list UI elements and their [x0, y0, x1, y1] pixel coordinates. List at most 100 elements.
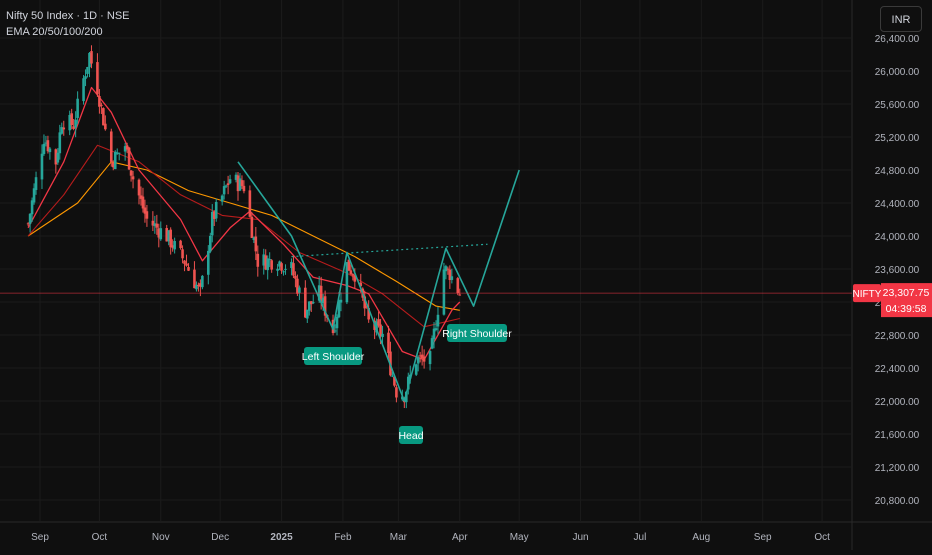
candle	[62, 120, 66, 136]
candle-body	[187, 267, 190, 271]
candle	[179, 239, 182, 250]
candle	[266, 255, 269, 280]
candle-body	[250, 216, 254, 239]
candle-body	[456, 278, 460, 294]
candle	[228, 174, 232, 185]
candle-body	[406, 376, 410, 390]
candle-body	[54, 149, 58, 165]
candle	[377, 311, 380, 328]
time-tick-label: Oct	[92, 532, 108, 543]
candle	[387, 325, 390, 359]
candle-body	[264, 255, 268, 270]
candle-body	[436, 314, 440, 327]
candle-body	[111, 162, 115, 168]
candle-body	[266, 258, 269, 271]
candle	[137, 178, 141, 205]
candle-body	[381, 333, 384, 338]
candle-body	[169, 229, 172, 248]
candle	[139, 186, 143, 206]
candle-body	[428, 351, 432, 365]
candle-body	[153, 223, 157, 227]
candle-body	[387, 332, 390, 353]
candle	[296, 274, 299, 297]
candle-body	[268, 259, 271, 261]
candle-body	[228, 179, 232, 184]
candle	[240, 175, 244, 190]
candle-body	[167, 230, 170, 242]
price-tick-label: 22,400.00	[875, 364, 920, 375]
left-shoulder-label[interactable]: Left Shoulder	[302, 347, 365, 365]
time-tick-label: 2025	[270, 532, 293, 543]
candle-body	[304, 287, 307, 318]
candle-body	[195, 284, 198, 290]
candle-body	[117, 152, 121, 154]
candle-body	[234, 174, 238, 180]
candle	[395, 384, 398, 403]
candle	[129, 170, 133, 182]
candle-body	[113, 151, 117, 170]
candle-body	[365, 306, 368, 308]
candle-body	[207, 250, 210, 275]
price-tick-label: 21,200.00	[875, 463, 920, 474]
candle-body	[32, 188, 36, 203]
candle	[151, 211, 155, 232]
last-price-label: 23,307.75	[883, 287, 930, 299]
candle	[42, 134, 46, 156]
ticker-badge[interactable]: NIFTY	[853, 289, 882, 300]
candle	[32, 183, 36, 205]
time-tick-label: Jun	[572, 532, 588, 543]
candle	[284, 264, 287, 275]
candle	[220, 194, 224, 206]
head-label[interactable]: Head	[398, 426, 424, 444]
head-and-shoulders-pattern-line[interactable]	[237, 161, 520, 402]
candle-body	[139, 195, 143, 199]
candle-body	[220, 195, 224, 202]
candle-body	[131, 176, 135, 180]
candle	[363, 290, 367, 317]
candle	[26, 222, 30, 227]
currency-button[interactable]: INR	[880, 6, 922, 32]
candle	[212, 210, 216, 226]
ticker-badge-bg	[853, 284, 881, 303]
indicator-legend[interactable]: EMA 20/50/100/200	[6, 26, 103, 38]
candle	[117, 152, 121, 161]
candle	[304, 280, 307, 319]
symbol-title[interactable]: Nifty 50 Index · 1D · NSE	[6, 10, 130, 22]
price-tick-label: 20,800.00	[875, 496, 920, 507]
candle-body	[391, 375, 394, 377]
time-tick-label: Mar	[390, 532, 408, 543]
candle	[145, 204, 149, 227]
candle-body	[298, 287, 301, 293]
candle-body	[375, 321, 378, 333]
candle-body	[321, 297, 325, 304]
candle	[70, 108, 73, 130]
left-shoulder-label-text: Left Shoulder	[302, 351, 365, 363]
candle-body	[70, 113, 73, 126]
candle-body	[40, 153, 44, 180]
candle	[181, 245, 184, 264]
candle-body	[185, 263, 188, 266]
candle	[432, 322, 436, 349]
candle-body	[181, 249, 184, 259]
price-tick-label: 25,200.00	[875, 133, 920, 144]
candle	[256, 245, 260, 277]
candle	[54, 148, 58, 174]
candle	[446, 266, 450, 275]
candle-body	[90, 51, 93, 64]
candle	[276, 263, 279, 277]
candle	[458, 288, 462, 296]
right-shoulder-label[interactable]: Right Shoulder	[442, 324, 512, 342]
candle	[155, 214, 159, 235]
candle-body	[145, 211, 149, 219]
candle	[436, 306, 440, 335]
candle-body	[430, 338, 434, 349]
candle	[125, 142, 129, 154]
candle	[127, 146, 131, 171]
candle	[90, 45, 93, 69]
candle-body	[292, 263, 295, 276]
candle-body	[159, 228, 163, 240]
candle-body	[238, 178, 242, 191]
candle-body	[157, 228, 161, 238]
